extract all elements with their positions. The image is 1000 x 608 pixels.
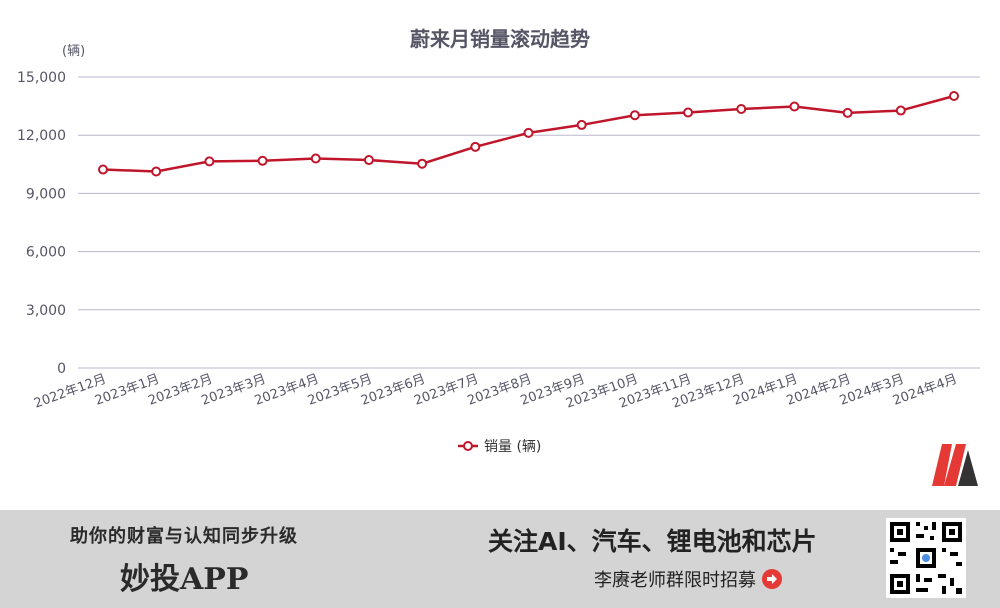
data-point: [310, 153, 321, 164]
banner-cta[interactable]: 李赓老师群限时招募: [594, 566, 782, 592]
y-tick-label: 15,000: [17, 70, 66, 86]
banner-brand: 妙投APP: [120, 562, 249, 597]
banner-headline: 关注AI、汽车、锂电池和芯片: [488, 527, 817, 556]
m-logo-icon: [930, 438, 980, 488]
data-point: [417, 158, 428, 169]
data-point: [949, 91, 959, 102]
y-tick-label: 12,000: [17, 128, 66, 144]
y-tick-label: 6,000: [26, 245, 66, 261]
arrow-right-circle-icon[interactable]: [762, 569, 782, 589]
y-unit-label: (辆): [62, 44, 85, 59]
y-tick-label: 0: [57, 361, 66, 377]
data-point: [736, 104, 747, 115]
ad-banner[interactable]: 助你的财富与认知同步升级 妙投APP 关注AI、汽车、锂电池和芯片 李赓老师群限…: [0, 510, 1000, 608]
y-tick-label: 9,000: [26, 186, 66, 202]
legend-marker: [463, 441, 473, 451]
banner-tagline: 助你的财富与认知同步升级: [70, 526, 298, 547]
qr-code-icon: [886, 518, 966, 598]
data-point: [842, 107, 853, 118]
data-point: [523, 127, 534, 138]
data-point: [363, 155, 374, 166]
y-tick-label: 3,000: [26, 303, 66, 319]
data-point: [204, 156, 215, 167]
data-point: [683, 107, 694, 118]
chart-title: 蔚来月销量滚动趋势: [410, 27, 590, 51]
data-point: [98, 164, 108, 175]
data-point: [151, 166, 162, 177]
legend-label: 销量 (辆): [484, 439, 541, 455]
line-chart: 蔚来月销量滚动趋势 (辆) 0 3,000 6,000 9,000 12,000 15,000…: [17, 27, 980, 455]
data-point: [257, 155, 268, 166]
data-point: [895, 105, 906, 116]
chart-area: 蔚来月销量滚动趋势 (辆) 0 3,000 6,000 9,000 12,000 15,000…: [17, 27, 980, 488]
data-point: [629, 110, 640, 121]
data-point: [470, 141, 481, 152]
banner-cta-label: 李赓老师群限时招募: [594, 570, 756, 591]
data-point: [576, 119, 587, 130]
data-point: [789, 101, 800, 112]
